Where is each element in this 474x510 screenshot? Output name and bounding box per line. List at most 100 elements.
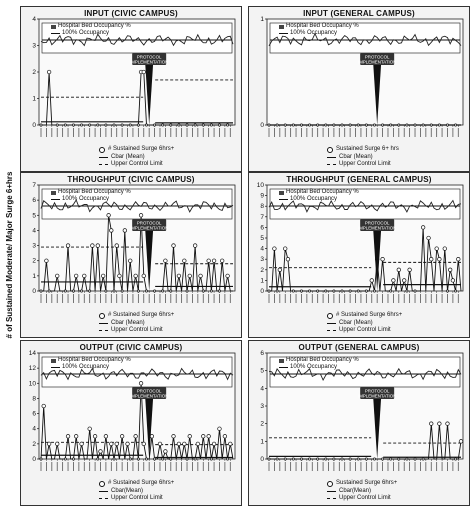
legend-swatch <box>327 480 333 487</box>
surge-point <box>177 123 181 127</box>
protocol-label: IMPLEMENTATION <box>358 226 396 231</box>
legend-label: Hospital Bed Occupancy % <box>286 189 359 195</box>
surge-point <box>133 434 138 439</box>
surge-point <box>420 225 426 230</box>
surge-point <box>369 278 374 283</box>
legend-entry: Hospital Bed Occupancy % <box>279 23 359 30</box>
y-tick-label: 10 <box>29 380 37 387</box>
surge-point <box>72 457 75 461</box>
legend-entry: Sustained Surge 6hrs+ <box>327 480 397 488</box>
surge-point <box>206 258 211 263</box>
surge-point <box>413 289 417 293</box>
surge-point <box>429 421 434 426</box>
legend-entry: 100% Occupancy <box>279 364 359 371</box>
legend-swatch <box>99 146 105 153</box>
surge-point <box>92 434 98 439</box>
surge-point <box>185 457 189 461</box>
surge-point <box>267 123 271 127</box>
legend-label: Cbar(Mean) <box>339 487 372 494</box>
surge-point <box>153 289 157 293</box>
surge-point <box>138 381 144 386</box>
y-tick-label: 6 <box>260 350 264 357</box>
surge-point <box>209 289 213 293</box>
protocol-marker <box>373 229 382 291</box>
legend-entry: Upper Control Limit <box>99 495 174 503</box>
legend-label: 100% Occupancy <box>290 30 338 36</box>
surge-point <box>161 123 165 127</box>
surge-point <box>193 457 197 461</box>
surge-point <box>109 441 114 447</box>
legend-entry: Cbar(Mean) <box>327 488 397 496</box>
surge-point <box>389 123 393 127</box>
legend-entry: 100% Occupancy <box>51 364 131 371</box>
chart-title: OUTPUT (CIVIC CAMPUS) <box>79 343 183 352</box>
surge-point <box>169 289 173 293</box>
surge-point <box>209 123 213 127</box>
surge-point <box>72 123 75 127</box>
surge-point <box>389 289 393 293</box>
y-tick-label: 6 <box>260 224 264 231</box>
surge-point <box>88 123 92 127</box>
surge-point <box>117 273 122 279</box>
legend-label: Upper Control Limit <box>339 327 391 333</box>
y-tick-label: 0 <box>260 122 264 129</box>
chart-title: INPUT (GENERAL CAMPUS) <box>303 9 415 18</box>
surge-point <box>407 267 412 272</box>
legend-swatch <box>51 358 56 363</box>
y-tick-label: 3 <box>260 403 264 410</box>
surge-point <box>133 273 138 279</box>
surge-point <box>101 273 106 279</box>
y-tick-label: 0 <box>32 288 36 295</box>
legend-label: 100% Occupancy <box>290 364 338 370</box>
y-tick-label: 5 <box>32 212 36 219</box>
surge-point <box>128 258 133 263</box>
surge-point <box>65 434 71 439</box>
surge-point <box>442 246 447 251</box>
legend-label: Upper Control Limit <box>339 495 391 501</box>
surge-point <box>340 123 344 127</box>
legend-label: Hospital Bed Occupancy % <box>58 189 131 195</box>
surge-point <box>136 123 140 127</box>
surge-point <box>405 123 409 127</box>
legend-label: 100% Occupancy <box>62 30 110 36</box>
legend-entry: Upper Control Limit <box>327 161 399 169</box>
surge-point <box>171 434 176 439</box>
surge-point <box>220 258 225 263</box>
surge-point <box>193 123 197 127</box>
y-tick-label: 0 <box>32 122 36 129</box>
protocol-label: PROTOCOL <box>365 389 390 394</box>
surge-point <box>90 243 95 248</box>
legend-swatch <box>279 358 284 363</box>
y-tick-label: 2 <box>260 267 264 274</box>
surge-point <box>283 457 287 461</box>
protocol-label-box <box>132 219 167 231</box>
protocol-label: IMPLEMENTATION <box>358 60 396 65</box>
legend-label: Cbar (Mean) <box>111 319 145 326</box>
y-tick-label: 4 <box>260 246 264 253</box>
surge-point <box>161 289 165 293</box>
surge-point <box>381 457 385 461</box>
legend-entry: Cbar (Mean) <box>327 320 402 328</box>
protocol-label: IMPLEMENTATION <box>130 226 168 231</box>
surge-point <box>429 123 433 127</box>
surge-point <box>169 457 173 461</box>
y-tick-label: 5 <box>260 235 264 242</box>
surge-point <box>209 457 213 461</box>
surge-point <box>332 289 336 293</box>
surge-point <box>300 457 303 461</box>
surge-point <box>217 426 222 431</box>
surge-point <box>380 257 385 262</box>
y-tick-label: 14 <box>29 350 37 357</box>
legend-entry: Upper Control Limit <box>327 495 397 503</box>
surge-point <box>332 123 336 127</box>
legend-entry: # Sustained Surge 6hrs+ <box>99 312 174 320</box>
surge-point <box>41 403 46 409</box>
legend-label: Upper Control Limit <box>111 495 163 501</box>
surge-point <box>55 441 60 447</box>
legend-entry: Upper Control Limit <box>99 161 174 169</box>
surge-point <box>277 267 282 272</box>
y-tick-label: 8 <box>32 395 36 402</box>
y-tick-label: 1 <box>32 273 36 280</box>
surge-point <box>437 123 441 127</box>
